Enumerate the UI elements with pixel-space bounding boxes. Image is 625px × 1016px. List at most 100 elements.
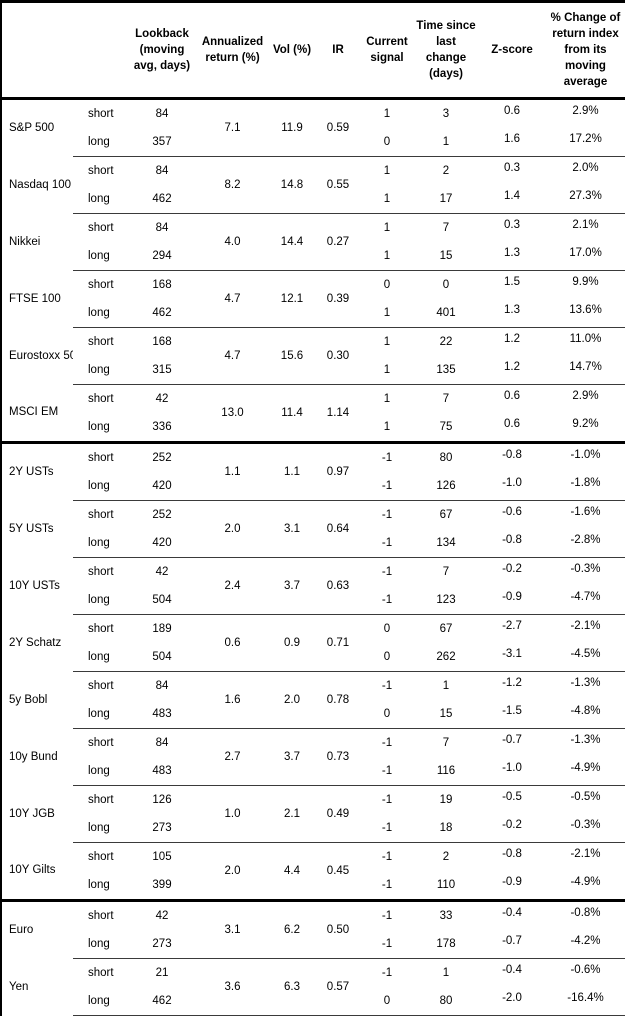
pct-change-cell: 2.1% xyxy=(546,213,625,242)
annualized-return-cell: 2.4 xyxy=(197,557,268,615)
pct-change-cell: -4.9% xyxy=(570,876,601,888)
vol-cell: 15.6 xyxy=(268,327,316,385)
signal-cell: -1 xyxy=(381,821,393,834)
table-row-long: long 420 -1 134 -0.8 -2.8% xyxy=(1,529,625,558)
signal-cell: -1 xyxy=(360,557,414,586)
pct-change-cell: -4.2% xyxy=(570,935,601,947)
horizon-cell: long xyxy=(88,650,110,663)
lookback-cell: 126 xyxy=(127,785,197,814)
table-row-short: Euro short 42 3.1 6.2 0.50 -1 33 -0.4 -0.8% xyxy=(1,899,625,959)
lookback-cell: 357 xyxy=(152,135,172,148)
z-score-cell: 1.3 xyxy=(504,247,520,259)
signal-cell: 1 xyxy=(383,192,391,205)
instrument-cell: 5y Bobl xyxy=(9,693,48,706)
time-since-cell: 135 xyxy=(436,363,456,376)
table-row-short: Eurostoxx 50 short 168 4.7 15.6 0.30 1 22 1.2 11.… xyxy=(1,327,625,385)
lookback-cell: 462 xyxy=(152,994,172,1007)
vol-cell: 3.7 xyxy=(268,557,316,615)
table-row-long: long 336 1 75 0.6 9.2% xyxy=(1,413,625,443)
horizon-cell: short xyxy=(73,270,127,299)
pct-change-cell: -0.3% xyxy=(546,557,625,586)
z-score-cell: -0.9 xyxy=(502,591,522,603)
lookback-cell: 252 xyxy=(127,500,197,529)
vol-cell: 6.3 xyxy=(268,958,316,1016)
lookback-cell: 168 xyxy=(127,270,197,299)
time-since-cell: 75 xyxy=(439,420,453,433)
vol-cell: 3.1 xyxy=(268,500,316,558)
annualized-return-cell: 7.1 xyxy=(224,121,241,134)
z-score-cell: -0.8 xyxy=(502,534,522,546)
z-score-cell: -0.6 xyxy=(478,500,546,529)
pct-change-cell: -16.4% xyxy=(567,992,604,1004)
vol-cell: 2.0 xyxy=(268,671,316,729)
pct-change-cell: -2.1% xyxy=(546,842,625,871)
horizon-cell: long xyxy=(88,994,110,1007)
z-score-cell: -0.4 xyxy=(478,958,546,987)
time-since-cell: 178 xyxy=(436,937,456,950)
signal-cell: -1 xyxy=(381,479,393,492)
z-score-cell: -0.4 xyxy=(478,899,546,930)
time-since-cell: 80 xyxy=(439,994,453,1007)
annualized-return-cell: 1.6 xyxy=(197,671,268,729)
pct-change-cell: -4.7% xyxy=(570,591,601,603)
annualized-return-cell: 1.1 xyxy=(197,441,268,501)
time-since-cell: 134 xyxy=(436,536,456,549)
ir-cell: 0.49 xyxy=(316,785,360,843)
table-row-long: long 294 1 15 1.3 17.0% xyxy=(1,242,625,271)
instrument-cell: 2Y Schatz xyxy=(9,636,62,649)
instrument-cell: Yen xyxy=(9,980,29,993)
vol-cell: 6.2 xyxy=(268,899,316,959)
col-header-current-signal: Current signal xyxy=(360,1,414,100)
signal-cell: 1 xyxy=(360,384,414,413)
lookback-cell: 84 xyxy=(127,213,197,242)
instrument-cell: Eurostoxx 50 xyxy=(9,349,73,362)
signal-cell: -1 xyxy=(360,958,414,987)
lookback-cell: 42 xyxy=(127,899,197,930)
instrument-cell: 10Y USTs xyxy=(9,579,60,592)
time-since-cell: 110 xyxy=(436,878,456,891)
signal-cell: 0 xyxy=(360,270,414,299)
table-row-short: FTSE 100 short 168 4.7 12.1 0.39 0 0 1.5 9.9% xyxy=(1,270,625,328)
table-row-short: 5y Bobl short 84 1.6 2.0 0.78 -1 1 -1.2 -1.3% xyxy=(1,671,625,729)
horizon-cell: short xyxy=(73,958,127,987)
signal-cell: -1 xyxy=(381,764,393,777)
z-score-cell: 1.6 xyxy=(504,133,520,145)
z-score-cell: 1.5 xyxy=(478,270,546,299)
lookback-cell: 189 xyxy=(127,614,197,643)
horizon-cell: long xyxy=(88,937,110,950)
lookback-cell: 42 xyxy=(127,384,197,413)
table-row-long: long 273 -1 18 -0.2 -0.3% xyxy=(1,814,625,843)
time-since-cell: 3 xyxy=(442,107,450,120)
z-score-cell: -1.2 xyxy=(478,671,546,700)
annualized-return-cell: 2.0 xyxy=(197,842,268,901)
col-header-lookback: Lookback (moving avg, days) xyxy=(127,1,197,100)
time-since-cell: 262 xyxy=(436,650,456,663)
z-score-cell: -1.0 xyxy=(502,762,522,774)
header-row: Lookback (moving avg, days) Annualized r… xyxy=(1,1,625,100)
instrument-cell: 2Y USTs xyxy=(1,441,73,501)
pct-change-cell: 27.3% xyxy=(569,190,602,202)
ir-cell: 0.30 xyxy=(316,327,360,385)
time-since-cell: 1 xyxy=(442,135,450,148)
horizon-cell: long xyxy=(88,821,110,834)
z-score-cell: -2.7 xyxy=(478,614,546,643)
z-score-cell: -0.9 xyxy=(502,876,522,888)
z-score-cell: -0.8 xyxy=(478,441,546,472)
horizon-cell: short xyxy=(73,557,127,586)
instrument-cell: FTSE 100 xyxy=(9,292,61,305)
signal-cell: 1 xyxy=(360,156,414,185)
pct-change-cell: 17.0% xyxy=(569,247,602,259)
vol-cell: 0.9 xyxy=(268,614,316,672)
time-since-cell: 2 xyxy=(414,156,478,185)
time-since-cell: 7 xyxy=(414,384,478,413)
z-score-cell: 0.3 xyxy=(478,156,546,185)
z-score-cell: -1.0 xyxy=(502,477,522,489)
pct-change-cell: -0.3% xyxy=(570,819,601,831)
time-since-cell: 33 xyxy=(414,899,478,930)
lookback-cell: 273 xyxy=(152,937,172,950)
signal-cell: 0 xyxy=(383,707,391,720)
horizon-cell: long xyxy=(88,878,110,891)
z-score-cell: 1.3 xyxy=(504,304,520,316)
z-score-cell: -1.5 xyxy=(502,705,522,717)
horizon-cell: short xyxy=(73,327,127,356)
